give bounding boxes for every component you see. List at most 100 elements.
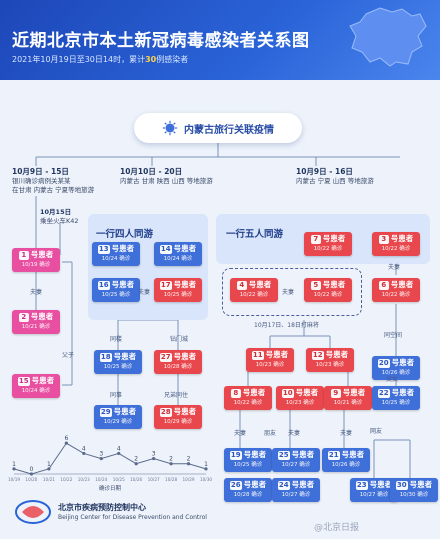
chart-point (29, 472, 34, 476)
relation-fuqi-8: 夫妻 (234, 430, 247, 437)
chart-point (134, 462, 138, 466)
chart-point (47, 467, 51, 471)
patient-13: 13 号患者 10/24 确诊 (92, 242, 140, 266)
chart-data-label: 4 (82, 445, 86, 452)
chart-point (169, 462, 173, 466)
chart-point (99, 456, 103, 461)
chart-tick-label: 10/22 (60, 477, 72, 482)
relation-party: 10月17日、18日打麻将 (254, 322, 319, 329)
relation-fuqi-group4: 夫妻 (138, 289, 151, 296)
chart-tick-label: 10/23 (78, 477, 90, 482)
chart-tick-label: 10/30 (200, 477, 212, 482)
left-branch-desc2: 在甘肃 内蒙古 宁夏等地旅游 (12, 186, 95, 194)
relation-fuqi-9: 夫妻 (340, 430, 353, 437)
chart-data-label: 1 (12, 461, 16, 468)
page-title: 近期北京市本土新冠病毒感染者关系图 (12, 31, 310, 51)
patient-14: 14 号患者 10/24 确诊 (154, 242, 202, 266)
page-subtitle: 2021年10月19日至30日14时，累计30例感染者 (12, 55, 189, 64)
patient-3: 3 号患者 10/22 确诊 (372, 232, 420, 256)
group-five-title: 一行五人同游 (226, 229, 284, 240)
relation-fuqi-10: 夫妻 (288, 430, 301, 437)
patient-16: 16 号患者 10/25 确诊 (92, 278, 140, 302)
group-four-panel (88, 214, 208, 320)
right-branch-date: 10月9日 - 16日 (296, 167, 353, 176)
org-name-en: Beijing Center for Disease Prevention an… (58, 514, 207, 521)
patient-24: 24 号患者 10/27 确诊 (272, 478, 320, 502)
patient-6: 6 号患者 10/22 确诊 (372, 278, 420, 302)
chart-data-label: 2 (169, 456, 173, 463)
chart-data-label: 0 (30, 466, 34, 473)
patient-17: 17 号患者 10/25 确诊 (154, 278, 202, 302)
chart-point (64, 441, 68, 445)
chart-data-label: 3 (99, 451, 103, 458)
relation-pengyou: 朋友 (264, 430, 277, 437)
chart-data-label: 1 (204, 461, 208, 468)
patient-2: 2 号患者 10/21 确诊 (12, 310, 60, 334)
chart-x-label: 确诊日期 (99, 484, 122, 492)
left-branch-desc1: 银川确诊病例关某某 (12, 177, 71, 185)
beijing-map-icon (349, 7, 427, 67)
chart-data-label: 3 (152, 451, 156, 458)
relation-xiongdi: 兄弟同住 (164, 392, 189, 399)
chart-data-label: 2 (187, 456, 191, 463)
chart-data-label: 1 (47, 461, 51, 468)
patient-29: 29 号患者 10/29 确诊 (94, 405, 142, 429)
patient-5: 5 号患者 10/22 确诊 (304, 278, 352, 302)
chart-point (82, 451, 86, 456)
patient-28: 28 号患者 10/29 确诊 (154, 405, 202, 429)
train-date: 10月15日 (40, 208, 72, 216)
patient-12: 12 号患者 10/23 确诊 (306, 348, 354, 372)
patient-22: 22 号患者 10/25 确诊 (372, 386, 420, 410)
patient-19: 19 号患者 10/25 确诊 (224, 448, 272, 472)
watermark: @北京日报 (314, 523, 360, 533)
mid-branch-desc: 内蒙古 甘肃 陕西 山西 等地旅游 (120, 177, 213, 185)
chart-tick-label: 10/25 (113, 477, 125, 482)
chart-data-label: 2 (134, 456, 138, 463)
patient-8: 8 号患者 10/22 确诊 (224, 386, 272, 410)
mid-branch-date: 10月10日 - 20日 (120, 167, 183, 176)
relation-fuqi-left: 夫妻 (30, 289, 43, 296)
group-five-dashed-frame (222, 268, 362, 316)
chart-point (152, 456, 156, 461)
virus-icon (162, 120, 178, 136)
patient-15: 15 号患者 10/24 确诊 (12, 374, 60, 398)
chart-tick-label: 10/21 (43, 477, 55, 482)
patient-25: 25 号患者 10/27 确诊 (272, 448, 320, 472)
patient-27: 27 号患者 10/28 确诊 (154, 350, 202, 374)
relation-fuqin: 父女 (386, 376, 399, 383)
chart-point (12, 467, 16, 471)
chart-tick-label: 10/20 (25, 477, 37, 482)
cdc-logo (15, 500, 51, 524)
chart-tick-label: 10/19 (8, 477, 20, 482)
hub-label: 内蒙古旅行关联疫情 (184, 124, 274, 136)
chart-series-line (13, 442, 207, 475)
patient-11: 11 号患者 10/23 确诊 (246, 348, 294, 372)
chart-tick-label: 10/29 (183, 477, 195, 482)
chart-data-label: 6 (64, 435, 68, 442)
chart-data-label: 4 (117, 445, 121, 452)
relation-tongdan: 同楼 (110, 336, 123, 343)
patient-1: 1 号患者 10/19 确诊 (12, 248, 60, 272)
chart-tick-label: 10/28 (165, 477, 177, 482)
group-four-title: 一行四人同游 (96, 229, 154, 240)
chart-point (186, 462, 191, 466)
train-desc: 乘坐火车K42 (40, 217, 79, 225)
left-branch-date: 10月9日 - 15日 (12, 167, 69, 176)
chart-point (204, 467, 208, 471)
daily-cases-chart: 1 10/19 0 10/20 1 10/21 6 10/22 4 10/23 3 10/24 4 10/… (8, 435, 212, 492)
relation-fuzi: 父子 (62, 352, 75, 359)
relation-qianmen: 钻门城 (170, 336, 189, 343)
relation-tongshi: 同事 (110, 392, 123, 399)
patient-9: 9 号患者 10/21 确诊 (324, 386, 372, 410)
patient-4: 4 号患者 10/22 确诊 (230, 278, 278, 302)
hub-node: 内蒙古旅行关联疫情 (134, 113, 302, 143)
relation-tongkongjian: 同空间 (384, 332, 403, 339)
chart-tick-label: 10/26 (130, 477, 142, 482)
patient-30: 30 号患者 10/30 确诊 (390, 478, 438, 502)
relation-fuqi-right: 夫妻 (388, 264, 401, 271)
chart-point (117, 451, 121, 456)
patient-18: 18 号患者 10/25 确诊 (94, 350, 142, 374)
right-branch-desc: 内蒙古 宁夏 山西 等地旅游 (296, 177, 374, 185)
chart-tick-label: 10/27 (148, 477, 160, 482)
